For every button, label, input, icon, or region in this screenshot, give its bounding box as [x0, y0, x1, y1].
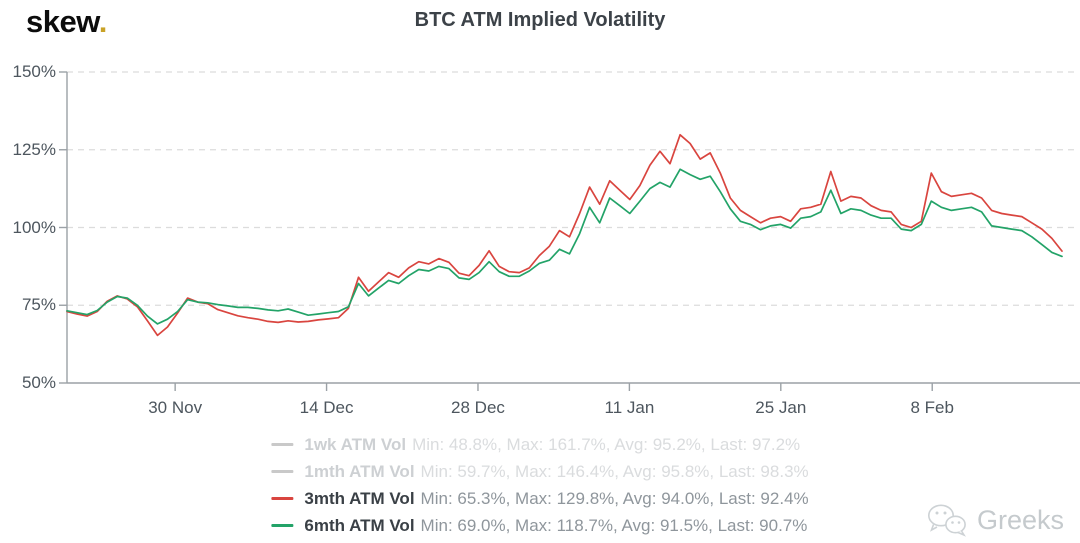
x-axis-tick-label: 14 Dec — [299, 398, 354, 417]
chart-title: BTC ATM Implied Volatility — [414, 9, 666, 31]
legend-item-3mth-atm-vol[interactable]: 3mth ATM Vol Min: 65.3%, Max: 129.8%, Av… — [271, 485, 809, 512]
watermark-label: Greeks — [976, 504, 1064, 535]
legend-stats: Min: 59.7%, Max: 146.4%, Avg: 95.8%, Las… — [420, 461, 809, 481]
skew-logo: skew. — [26, 4, 107, 40]
x-axis-tick-label: 28 Dec — [451, 398, 505, 417]
series-line-3mth-atm-vol — [66, 133, 1063, 337]
legend-label: 1wk ATM Vol — [304, 434, 407, 454]
legend-stats: Min: 69.0%, Max: 118.7%, Avg: 91.5%, Las… — [420, 515, 808, 535]
legend-stats: Min: 65.3%, Max: 129.8%, Avg: 94.0%, Las… — [420, 488, 809, 508]
legend-swatch-6mth — [271, 524, 294, 527]
skew-logo-text: skew — [26, 4, 99, 39]
wechat-icon — [927, 504, 966, 537]
y-axis-tick-label: 75% — [21, 295, 56, 315]
y-axis-tick-label: 150% — [12, 62, 56, 81]
series-line-6mth-atm-vol — [66, 168, 1063, 325]
legend-label: 3mth ATM Vol — [304, 488, 415, 508]
x-axis-tick-label: 25 Jan — [755, 398, 807, 417]
legend-item-6mth-atm-vol[interactable]: 6mth ATM Vol Min: 69.0%, Max: 118.7%, Av… — [271, 512, 808, 539]
legend-item-1mth-atm-vol[interactable]: 1mth ATM Vol Min: 59.7%, Max: 146.4%, Av… — [271, 458, 809, 485]
y-axis-tick-label: 50% — [21, 373, 56, 392]
legend-swatch-1wk — [271, 443, 294, 446]
legend-item-1wk-atm-vol[interactable]: 1wk ATM Vol Min: 48.8%, Max: 161.7%, Avg… — [271, 431, 808, 458]
x-axis-tick-label: 11 Jan — [604, 398, 655, 417]
legend-label: 1mth ATM Vol — [304, 461, 415, 481]
skew-logo-dot: . — [98, 4, 108, 39]
y-axis-tick-label: 100% — [12, 217, 56, 237]
legend-stats: Min: 48.8%, Max: 161.7%, Avg: 95.2%, Las… — [412, 434, 801, 454]
x-axis-tick-label: 8 Feb — [910, 398, 954, 417]
legend-swatch-1mth — [271, 470, 294, 473]
y-axis-tick-label: 125% — [12, 139, 56, 159]
x-axis-tick-label: 30 Nov — [148, 398, 203, 417]
legend: 1wk ATM Vol Min: 48.8%, Max: 161.7%, Avg… — [271, 431, 809, 539]
wechat-greeks-watermark: Greeks — [926, 503, 1064, 537]
legend-label: 6mth ATM Vol — [304, 515, 415, 535]
legend-swatch-3mth — [271, 497, 294, 500]
